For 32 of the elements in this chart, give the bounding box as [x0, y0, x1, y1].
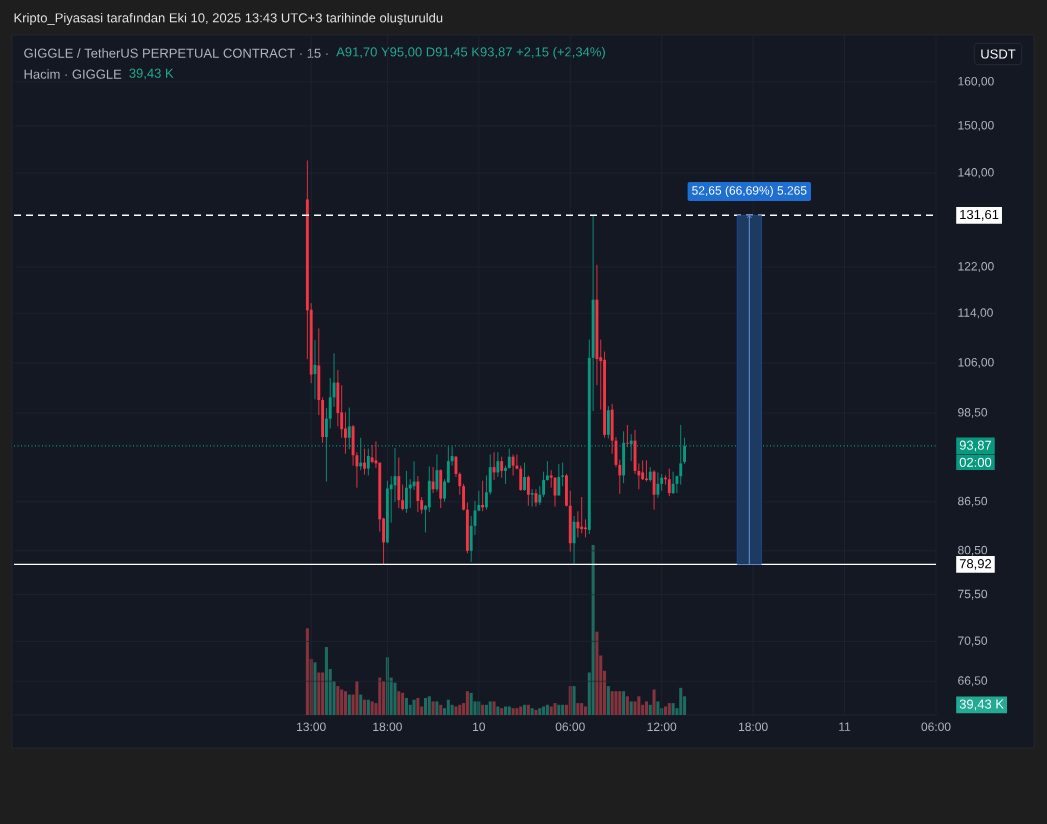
y-tick-label: 98,50	[958, 408, 988, 419]
text: USDT	[981, 49, 1016, 59]
x-tick-label: 06:00	[921, 722, 951, 732]
y-tick-label: 80,50	[958, 545, 988, 556]
y-tick-label: 114,00	[958, 308, 993, 319]
y-tick-label: 75,50	[958, 589, 988, 600]
annotation: 52,65 (66,69%) 5.265	[692, 185, 807, 198]
ref-line-label: 93,87	[959, 440, 992, 452]
x-tick-label: 06:00	[555, 722, 585, 732]
x-tick-label: 18:00	[373, 722, 402, 732]
x-tick-label: 11	[839, 722, 851, 731]
text: Kripto_Piyasasi tarafından Eki 10, 2025 13:43 UTC+3 tarihinde oluşturuldu	[14, 12, 443, 26]
text: A91,70 Y95,00 D91,45 K93,87 +2,15 (+2,34%)	[336, 46, 605, 60]
x-tick-label: 13:00	[297, 722, 326, 732]
y-tick-label: 106,00	[958, 358, 994, 368]
x-tick-label: 10	[473, 722, 486, 732]
y-tick-label: 70,50	[958, 636, 988, 647]
text: 39,43 K	[959, 699, 1004, 711]
x-tick-label: 18:00	[739, 722, 768, 732]
annotation: Hacim · GIGGLE	[24, 69, 122, 79]
y-tick-label: 66,50	[958, 676, 988, 687]
annotation: 39,43 K	[129, 68, 174, 80]
ref-line-label: 78,92	[959, 559, 992, 570]
y-tick-label: 160,00	[958, 76, 994, 87]
y-tick-label: 150,00	[958, 121, 994, 131]
y-tick-label: 140,00	[958, 168, 994, 179]
text: 02:00	[959, 457, 992, 467]
ref-line-label: 131,61	[960, 209, 999, 221]
y-tick-label: 86,50	[958, 496, 988, 507]
x-tick-label: 12:00	[647, 722, 677, 732]
text: GIGGLE / TetherUS PERPETUAL CONTRACT · 15 ·	[24, 48, 328, 58]
y-tick-label: 122,00	[958, 262, 994, 272]
